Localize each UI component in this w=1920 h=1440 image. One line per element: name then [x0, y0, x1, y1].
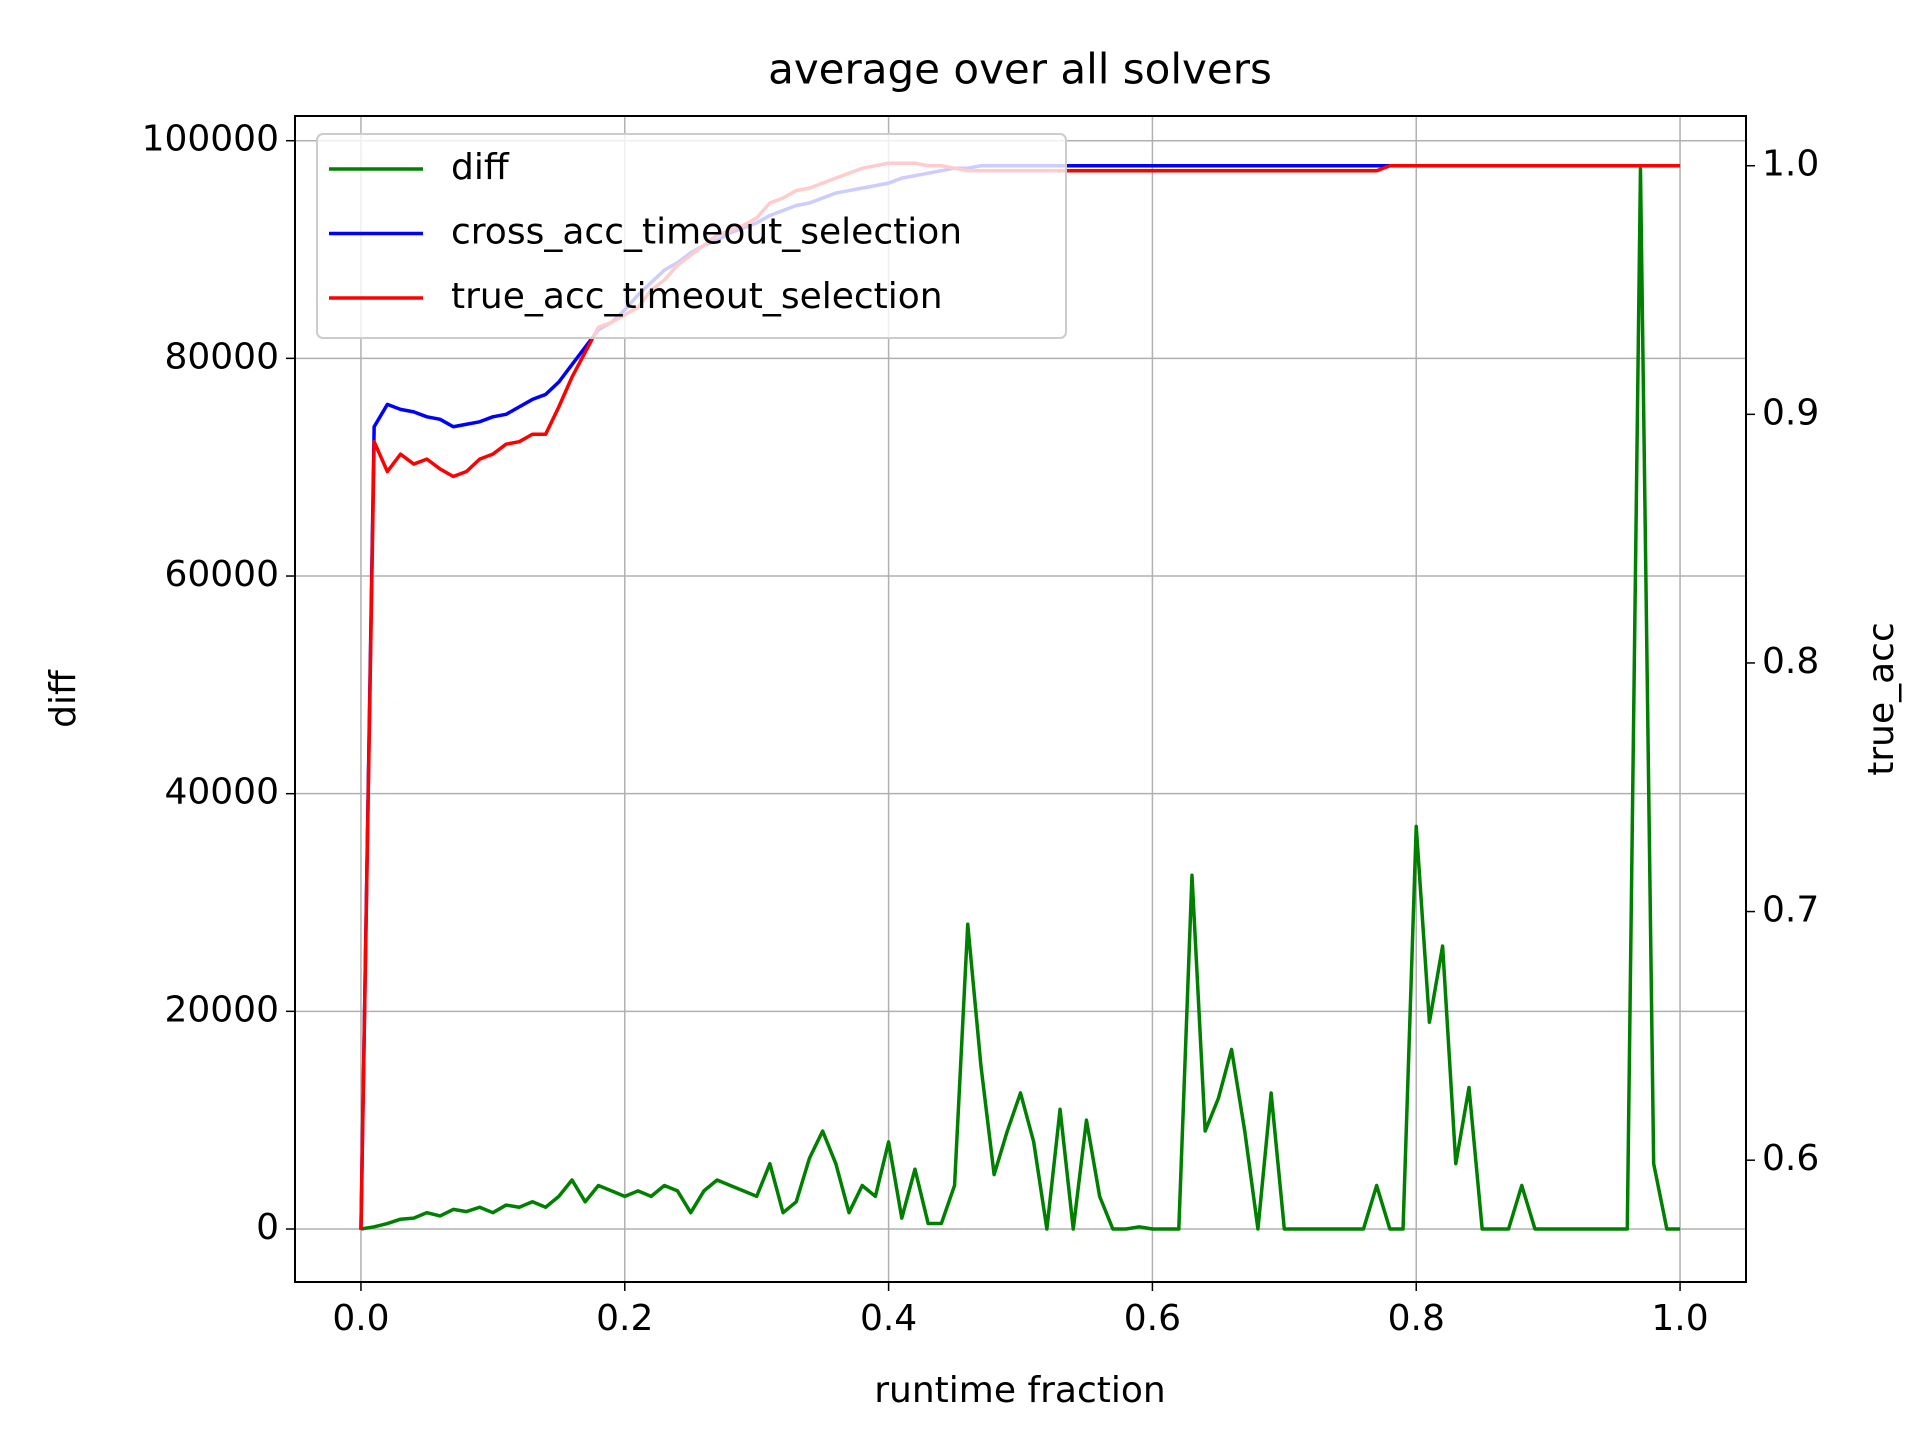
- y2-tick-label: 0.6: [1762, 1138, 1819, 1179]
- x-tick-label: 0.6: [1124, 1298, 1181, 1339]
- legend-label: true_acc_timeout_selection: [451, 276, 943, 317]
- y-tick-label: 60000: [164, 554, 279, 595]
- y2-tick-label: 1.0: [1762, 144, 1819, 185]
- x-tick-label: 0.2: [596, 1298, 653, 1339]
- x-tick-label: 1.0: [1651, 1298, 1708, 1339]
- y-tick-label: 40000: [164, 772, 279, 813]
- legend-box: [316, 133, 1067, 339]
- chart-title: average over all solvers: [768, 45, 1272, 94]
- y-tick-label: 80000: [164, 336, 279, 377]
- y-tick-label: 20000: [164, 989, 279, 1030]
- x-tick-label: 0.4: [860, 1298, 917, 1339]
- y-axis-label: diff: [43, 669, 84, 728]
- y2-tick-label: 0.8: [1762, 641, 1819, 682]
- legend-label: diff: [451, 147, 510, 188]
- x-tick-label: 0.0: [332, 1298, 389, 1339]
- x-tick-label: 0.8: [1388, 1298, 1445, 1339]
- y-tick-label: 0: [256, 1207, 279, 1248]
- legend-label: cross_acc_timeout_selection: [451, 212, 962, 253]
- y-tick-label: 100000: [142, 119, 279, 160]
- y2-tick-label: 0.9: [1762, 392, 1819, 433]
- series-line: [360, 167, 1681, 1231]
- x-axis-label: runtime fraction: [874, 1370, 1166, 1411]
- y2-tick-label: 0.7: [1762, 890, 1819, 931]
- y2-axis-label: true_acc: [1861, 622, 1902, 776]
- plot-frame: [294, 115, 1747, 1283]
